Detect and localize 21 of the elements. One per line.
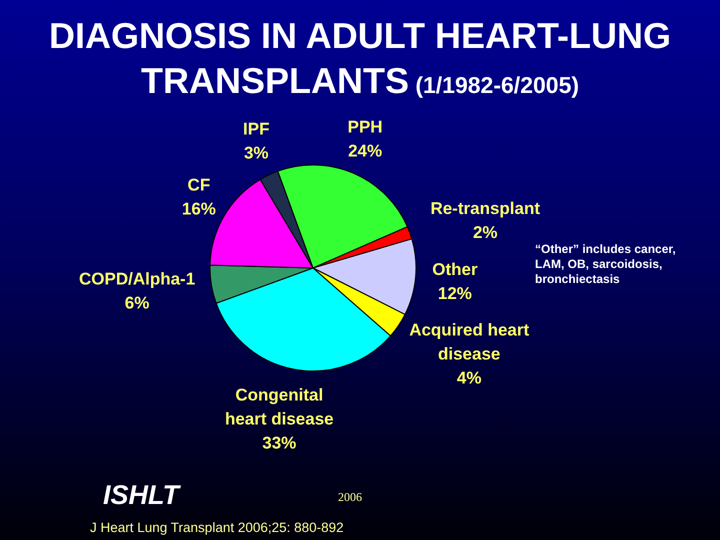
data-label: 6% xyxy=(124,294,150,313)
slice-label: PPH xyxy=(348,117,383,136)
data-label: 3% xyxy=(244,144,269,163)
slice-label: Other xyxy=(432,260,478,279)
slice-label: Re-transplant xyxy=(430,198,540,218)
text: J Heart Lung Transplant 2006;25: 880-892 xyxy=(90,520,344,535)
data-label: 2% xyxy=(472,222,498,242)
slice-label: IPF xyxy=(243,120,270,139)
slice-label: Congenital heart disease xyxy=(224,385,334,428)
slice-label: CF xyxy=(188,176,210,195)
text: 2006 xyxy=(338,490,362,504)
text: “Other” includes cancer, LAM, OB, sarcoidosis, bronchiectasis xyxy=(535,242,676,286)
data-label: 4% xyxy=(456,368,482,388)
data-label: 16% xyxy=(182,200,216,219)
chart-title: DIAGNOSIS IN ADULT HEART-LUNG TRANSPLANTS (1/1982-6/2005) xyxy=(49,15,671,101)
slice-label: Acquired heart disease xyxy=(409,320,530,364)
slice-label: COPD/Alpha-1 xyxy=(79,270,196,289)
text: ISHLT xyxy=(103,480,182,510)
data-label: 12% xyxy=(438,284,472,303)
data-label: 24% xyxy=(348,141,382,160)
data-label: 33% xyxy=(262,433,296,452)
